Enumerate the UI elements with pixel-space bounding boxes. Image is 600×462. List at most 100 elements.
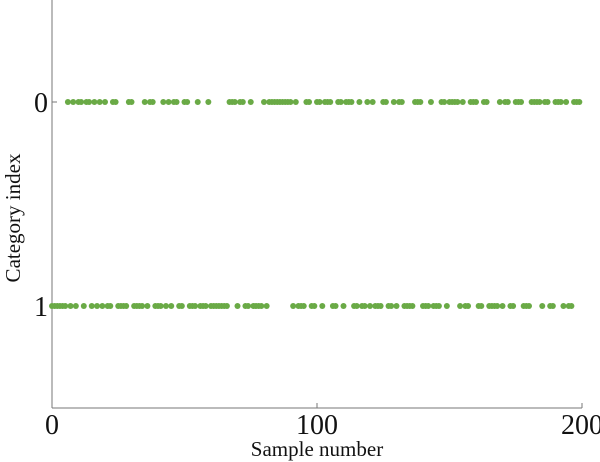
point [247,99,254,105]
point [173,99,180,105]
x-tick-label: 0 [45,410,59,441]
point [261,99,267,105]
point [337,99,344,105]
point [141,99,148,105]
point [64,99,71,105]
point [96,99,103,105]
y-tick-label: 1 [34,292,48,323]
point [67,303,74,309]
point [544,99,551,105]
point [518,99,525,105]
point [332,303,339,309]
point [311,303,318,309]
point [435,303,442,309]
point [499,303,506,309]
point [465,303,472,309]
point [377,303,384,309]
point [367,303,373,309]
x-axis-label: Sample number [251,437,383,461]
point [231,99,238,105]
point [168,303,175,309]
point [393,303,400,309]
point [239,99,246,105]
y-axis-label: Category index [1,153,25,282]
point [192,303,199,309]
point [202,303,209,309]
point [353,303,360,309]
point [568,303,575,309]
point [417,99,424,105]
point [292,99,299,105]
point [162,303,169,309]
point [441,99,448,105]
point [86,99,93,105]
point [478,303,485,309]
point [361,303,368,309]
point [306,99,313,105]
point [473,99,479,105]
point [563,99,570,105]
point [107,303,114,309]
point [194,99,201,105]
x-tick-label: 200 [561,410,600,441]
point [388,303,395,309]
point [369,99,376,105]
point [99,303,106,309]
point [258,303,265,309]
y-tick-label: 0 [34,88,48,119]
point [576,99,583,105]
point [149,99,156,105]
point [144,303,151,309]
point [483,99,490,105]
point [409,303,416,309]
point [390,99,397,105]
point [496,99,503,105]
point [382,99,389,105]
point [427,99,434,105]
point [316,99,323,105]
point [62,303,69,309]
point [80,303,87,309]
point [319,303,326,309]
point [91,99,98,105]
point [72,303,79,309]
point [88,303,95,309]
point [245,303,252,309]
point [454,99,461,105]
point [504,99,511,105]
point [165,99,172,105]
point [443,303,450,309]
x-tick-label: 100 [296,410,338,441]
point [70,99,77,105]
point [290,303,297,309]
point [157,303,164,309]
point [263,303,270,309]
point [526,303,532,309]
point [557,99,564,105]
point [160,99,167,105]
point [457,303,464,309]
point [287,99,294,105]
point [340,303,347,309]
point [364,99,371,105]
point [78,99,85,105]
point [223,303,230,309]
point [560,303,567,309]
point [494,303,501,309]
point [539,303,546,309]
point [549,303,556,309]
point [234,303,241,309]
point [327,99,334,105]
point [139,303,146,309]
point [398,99,405,105]
point [94,303,101,309]
point [112,99,119,105]
point [356,99,363,105]
point [459,99,466,105]
point [205,99,212,105]
point [425,303,432,309]
point [510,303,517,309]
point [536,99,543,105]
